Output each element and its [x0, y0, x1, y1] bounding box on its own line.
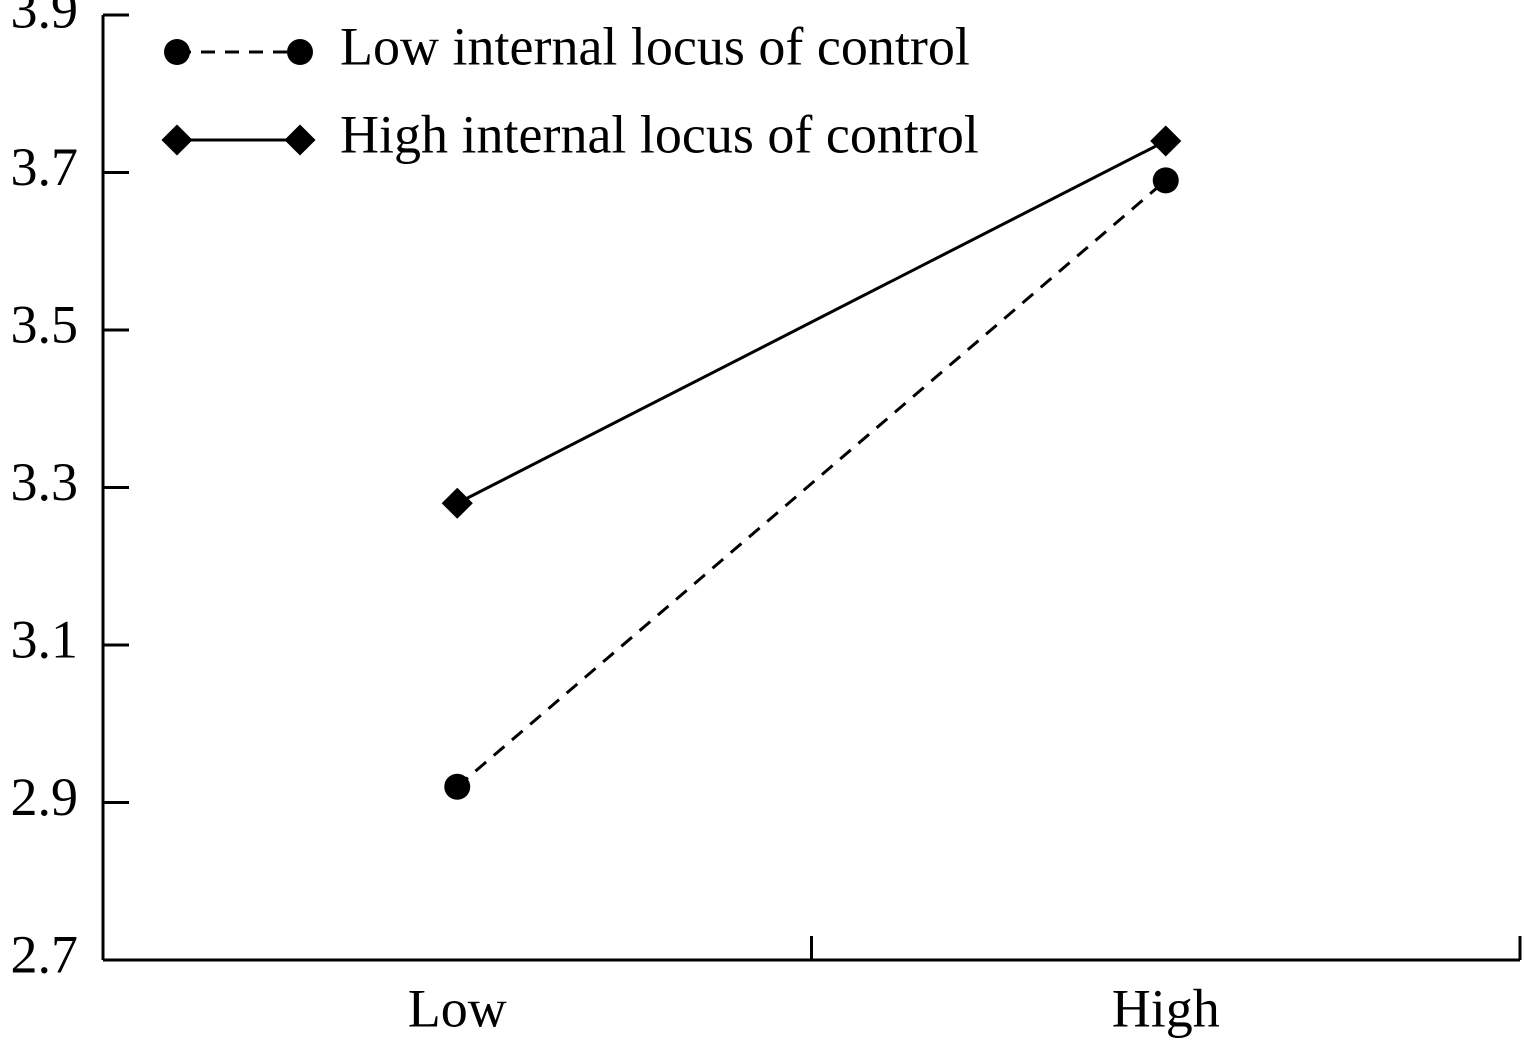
y-tick-label: 2.9: [11, 767, 79, 827]
y-tick-label: 3.3: [11, 452, 79, 512]
point: [1150, 125, 1182, 157]
y-tick-label: 3.1: [11, 609, 79, 669]
point: [287, 39, 313, 65]
point: [441, 487, 473, 519]
y-tick-label: 3.9: [11, 0, 79, 39]
point: [164, 39, 190, 65]
y-tick-label: 3.5: [11, 294, 79, 354]
y-tick-label: 2.7: [11, 924, 79, 984]
point: [1152, 167, 1179, 194]
x-tick-label: High: [1112, 978, 1220, 1038]
point: [444, 773, 471, 800]
legend-label: High internal locus of control: [340, 104, 979, 164]
point: [284, 124, 316, 156]
y-tick-label: 3.7: [11, 137, 79, 197]
legend-label: Low internal locus of control: [340, 16, 970, 76]
series-line: [456, 139, 1167, 505]
point: [161, 124, 193, 156]
x-tick-label: Low: [408, 978, 507, 1038]
series-line: [456, 179, 1167, 788]
